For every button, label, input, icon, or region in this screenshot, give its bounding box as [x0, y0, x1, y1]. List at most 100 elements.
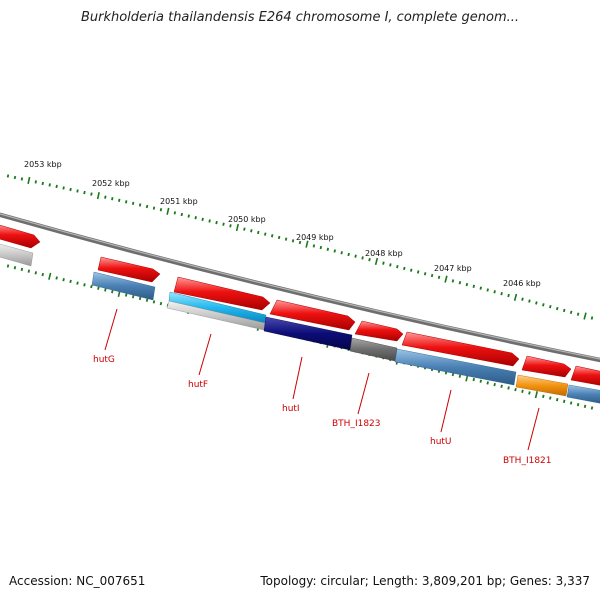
reverse-strand-track — [0, 243, 600, 404]
outer-ring-major-tick — [96, 192, 100, 200]
inner-ring-minor-tick — [556, 397, 559, 402]
cds-feature[interactable] — [173, 276, 271, 311]
inner-ring-minor-tick — [451, 372, 455, 377]
cds-feature[interactable] — [521, 355, 572, 378]
outer-ring-minor-tick — [250, 229, 253, 233]
inner-ring-minor-tick — [528, 391, 531, 395]
gene-label-hutU[interactable]: hutU — [430, 437, 452, 447]
outer-ring-minor-tick — [270, 234, 274, 238]
inner-ring-minor-tick — [76, 281, 79, 285]
gene-label-BTH_I1823[interactable]: BTH_I1823 — [332, 419, 381, 429]
inner-ring-minor-tick — [549, 396, 552, 400]
outer-ring-minor-tick — [333, 249, 336, 253]
outer-ring-minor-tick — [90, 192, 93, 196]
cds-feature[interactable] — [570, 365, 600, 386]
outer-ring-minor-tick — [368, 257, 371, 262]
scale-label-2051: 2051 kbp — [160, 197, 198, 206]
scale-label-2050: 2050 kbp — [228, 215, 266, 224]
outer-ring-minor-tick — [124, 200, 128, 204]
inner-ring-minor-tick — [576, 402, 580, 407]
inner-ring-minor-tick — [104, 288, 107, 292]
outer-ring-minor-tick — [41, 181, 44, 186]
leader-line-hutF — [198, 333, 212, 376]
genome-backbone — [0, 212, 600, 363]
inner-ring-minor-tick — [479, 379, 482, 383]
gene-feature-BTH_I1821[interactable] — [515, 374, 569, 397]
outer-ring-major-tick — [235, 223, 240, 232]
outer-ring-minor-tick — [465, 282, 469, 287]
inner-ring-minor-tick — [13, 266, 17, 270]
inner-ring-minor-tick — [493, 382, 496, 387]
inner-ring-minor-tick — [55, 276, 58, 280]
gene-label-hutG[interactable]: hutG — [93, 355, 115, 365]
outer-ring-minor-tick — [291, 239, 295, 243]
outer-ring-minor-tick — [562, 308, 566, 313]
outer-ring-minor-tick — [576, 312, 580, 316]
inner-ring-minor-tick — [583, 404, 587, 408]
outer-ring-minor-tick — [104, 195, 107, 199]
outer-ring-minor-tick — [138, 203, 142, 207]
outer-ring-minor-tick — [111, 197, 114, 201]
gene-label-hutF[interactable]: hutF — [188, 380, 208, 390]
outer-ring-minor-tick — [215, 220, 218, 225]
gene-label-BTH_I1821[interactable]: BTH_I1821 — [503, 456, 552, 466]
outer-ring-minor-tick — [340, 251, 343, 255]
outer-ring-minor-tick — [479, 286, 483, 290]
gene-label-hutI[interactable]: hutI — [282, 404, 300, 414]
outer-ring-minor-tick — [159, 208, 163, 212]
forward-strand-track — [0, 224, 600, 386]
scale-label-2053: 2053 kbp — [24, 160, 62, 169]
outer-ring-minor-tick — [145, 204, 149, 209]
inner-ring-minor-tick — [152, 300, 156, 304]
outer-ring-minor-tick — [6, 174, 10, 178]
outer-ring-minor-tick — [13, 175, 17, 180]
inner-ring-minor-tick — [20, 267, 24, 272]
outer-ring-minor-tick — [493, 290, 496, 294]
inner-ring-minor-tick — [41, 272, 44, 277]
outer-ring-minor-tick — [187, 214, 190, 218]
outer-ring-minor-tick — [409, 268, 413, 272]
scale-label-2046: 2046 kbp — [503, 279, 541, 288]
outer-ring-minor-tick — [396, 264, 399, 269]
leader-line-hutU — [440, 389, 452, 433]
outer-ring-minor-tick — [222, 222, 225, 226]
outer-ring-minor-tick — [34, 180, 38, 184]
outer-ring-minor-tick — [201, 217, 204, 221]
cds-feature[interactable] — [354, 320, 404, 342]
cds-feature[interactable] — [0, 224, 41, 249]
outer-ring-minor-tick — [312, 244, 316, 248]
outer-ring-minor-tick — [55, 184, 58, 189]
outer-ring-minor-tick — [298, 240, 302, 245]
inner-ring-minor-tick — [6, 264, 10, 268]
scale-label-2049: 2049 kbp — [296, 233, 334, 242]
inner-ring-major-tick — [534, 391, 538, 399]
leader-line-BTH_I1823 — [357, 372, 370, 415]
inner-ring-major-tick — [48, 272, 52, 280]
inner-ring-minor-tick — [90, 284, 93, 289]
outer-ring-minor-tick — [284, 237, 288, 241]
inner-ring-minor-tick — [500, 384, 503, 388]
inner-ring-minor-tick — [507, 386, 510, 390]
gene-feature[interactable] — [0, 243, 34, 267]
gene-feature-hutG[interactable] — [91, 271, 156, 301]
outer-ring-major-tick — [374, 257, 379, 265]
gene-feature-hutU[interactable] — [394, 348, 517, 386]
outer-ring-minor-tick — [69, 187, 72, 192]
leader-line-hutI — [292, 356, 303, 400]
cds-feature[interactable] — [97, 256, 161, 283]
outer-ring-minor-tick — [535, 301, 538, 305]
gene-feature[interactable] — [566, 384, 600, 404]
outer-ring-minor-tick — [528, 299, 531, 303]
inner-ring-minor-tick — [590, 406, 594, 410]
cds-feature[interactable] — [269, 299, 356, 331]
outer-ring-major-tick — [27, 176, 31, 185]
outer-ring-minor-tick — [62, 186, 65, 190]
map-title: Burkholderia thailandensis E264 chromoso… — [80, 10, 520, 25]
inner-ring-minor-tick — [159, 301, 163, 306]
gene-feature-BTH_I1823[interactable] — [349, 337, 398, 362]
outer-ring-minor-tick — [257, 230, 260, 235]
inner-ring-minor-tick — [111, 289, 114, 294]
cds-feature[interactable] — [401, 331, 520, 367]
scale-labels: 2053 kbp 2052 kbp 2051 kbp 2050 kbp 2049… — [24, 160, 541, 288]
outer-ring-minor-tick — [208, 219, 211, 223]
